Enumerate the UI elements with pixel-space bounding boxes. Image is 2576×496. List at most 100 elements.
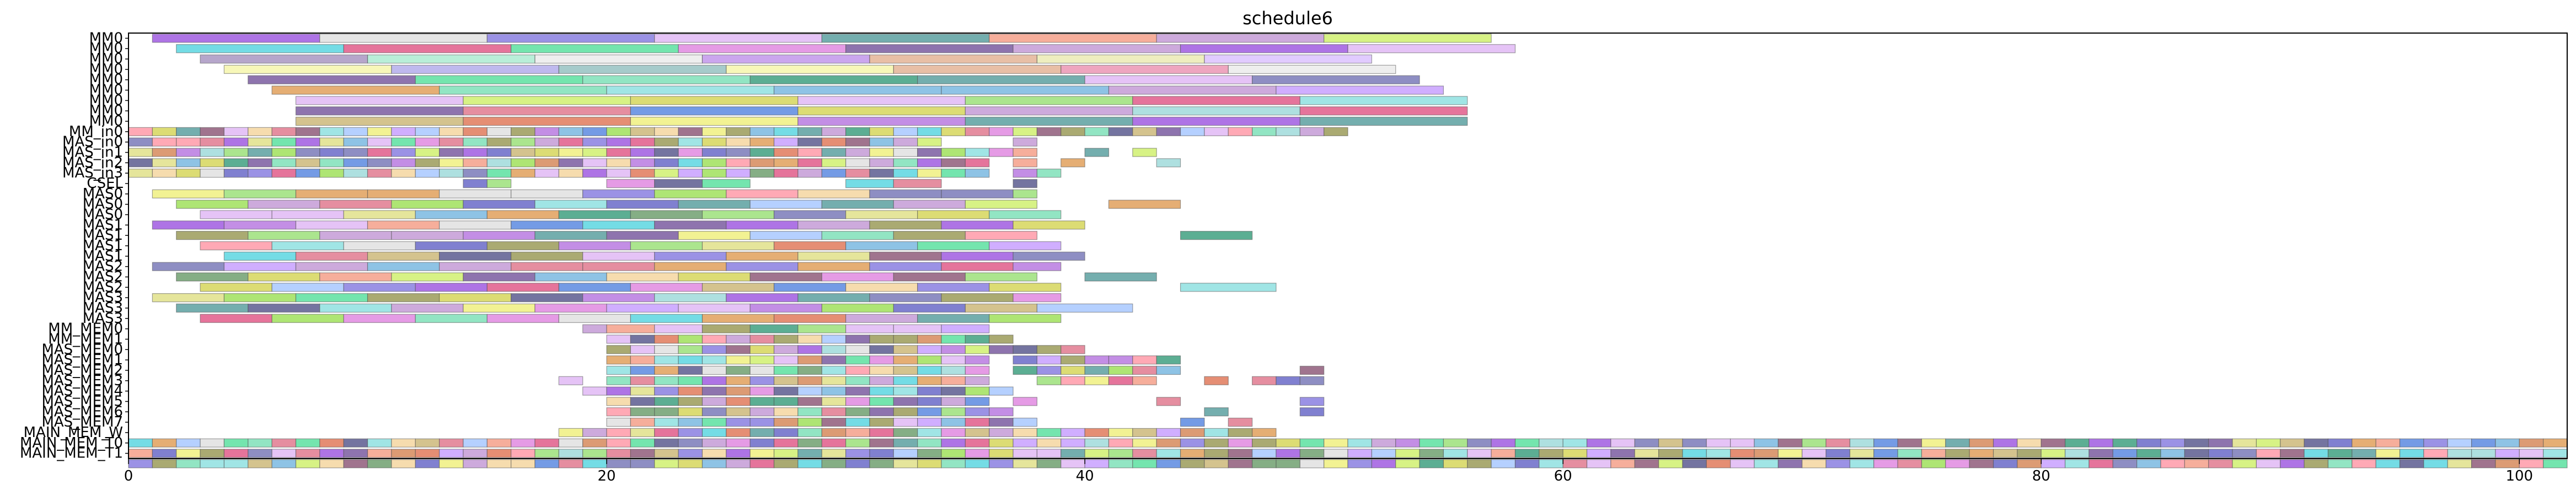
task-bar — [2495, 449, 2519, 457]
task-bar — [1204, 376, 1228, 385]
task-bar — [893, 273, 965, 281]
task-bar — [463, 117, 630, 126]
task-bar — [2256, 449, 2280, 457]
task-bar — [368, 127, 392, 136]
task-bar — [941, 325, 989, 333]
task-bar — [655, 418, 678, 427]
gantt-bars — [128, 34, 2567, 468]
task-bar — [846, 127, 870, 136]
task-bar — [1539, 449, 1563, 457]
task-bar — [248, 138, 272, 146]
task-bar — [224, 449, 248, 457]
task-bar — [296, 127, 319, 136]
task-bar — [846, 418, 870, 427]
task-bar — [320, 200, 392, 208]
task-bar — [607, 460, 630, 468]
task-bar — [607, 439, 630, 447]
task-bar — [583, 449, 607, 457]
task-bar — [965, 169, 989, 177]
task-bar — [678, 200, 750, 208]
task-bar — [941, 159, 965, 167]
task-bar — [440, 86, 607, 94]
task-bar — [655, 179, 703, 187]
task-bar — [774, 460, 798, 468]
task-bar — [1133, 449, 1156, 457]
task-bar — [918, 366, 941, 374]
task-bar — [870, 169, 893, 177]
task-bar — [750, 460, 774, 468]
task-bar — [918, 76, 1085, 84]
task-bar — [463, 439, 487, 447]
task-bar — [1181, 418, 1204, 427]
task-bar — [870, 397, 893, 406]
task-bar — [726, 439, 750, 447]
task-bar — [1731, 449, 1754, 457]
task-bar — [1252, 460, 1276, 468]
task-bar — [200, 55, 367, 63]
task-bar — [655, 221, 726, 229]
task-bar — [630, 127, 654, 136]
task-bar — [224, 148, 248, 157]
task-bar — [678, 428, 702, 436]
task-bar — [1300, 460, 1324, 468]
task-bar — [1061, 159, 1085, 167]
task-bar — [487, 169, 511, 177]
task-bar — [535, 460, 559, 468]
task-bar — [846, 397, 870, 406]
task-bar — [918, 148, 941, 157]
task-bar — [1013, 294, 1061, 302]
task-bar — [893, 387, 917, 395]
task-bar — [2400, 449, 2424, 457]
task-bar — [774, 148, 798, 157]
task-bar — [1348, 439, 1372, 447]
task-bar — [630, 397, 654, 406]
task-bar — [918, 356, 941, 364]
task-bar — [1133, 376, 1156, 385]
task-bar — [1133, 96, 1300, 105]
task-bar — [655, 408, 678, 416]
task-bar — [893, 231, 965, 240]
task-bar — [2041, 460, 2065, 468]
task-bar — [1731, 460, 1754, 468]
task-bar — [2041, 449, 2065, 457]
task-bar — [463, 107, 630, 115]
task-bar — [392, 65, 559, 73]
task-bar — [415, 127, 439, 136]
task-bar — [1300, 397, 1324, 406]
task-bar — [1133, 127, 1156, 136]
task-bar — [918, 335, 941, 343]
task-bar — [750, 325, 798, 333]
task-bar — [726, 159, 750, 167]
task-bar — [583, 294, 655, 302]
task-bar — [1372, 449, 1395, 457]
task-bar — [1731, 439, 1754, 447]
task-bar — [918, 460, 941, 468]
task-bar — [702, 159, 726, 167]
task-bar — [2089, 439, 2113, 447]
task-bar — [344, 45, 511, 53]
task-bar — [1037, 439, 1061, 447]
task-bar — [822, 408, 845, 416]
task-bar — [2232, 460, 2256, 468]
task-bar — [893, 428, 917, 436]
task-bar — [1108, 376, 1132, 385]
task-bar — [989, 387, 1013, 395]
task-bar — [224, 439, 248, 447]
task-bar — [702, 179, 750, 187]
task-bar — [128, 159, 152, 167]
task-bar — [2376, 439, 2400, 447]
task-bar — [893, 366, 917, 374]
task-bar — [655, 335, 678, 343]
task-bar — [559, 314, 630, 322]
task-bar — [774, 376, 798, 385]
task-bar — [2519, 439, 2543, 447]
task-bar — [846, 159, 870, 167]
task-bar — [1133, 439, 1156, 447]
task-bar — [893, 439, 917, 447]
task-bar — [152, 449, 176, 457]
task-bar — [2113, 460, 2136, 468]
task-bar — [200, 314, 272, 322]
task-bar — [750, 231, 822, 240]
task-bar — [655, 262, 726, 271]
task-bar — [870, 159, 893, 167]
